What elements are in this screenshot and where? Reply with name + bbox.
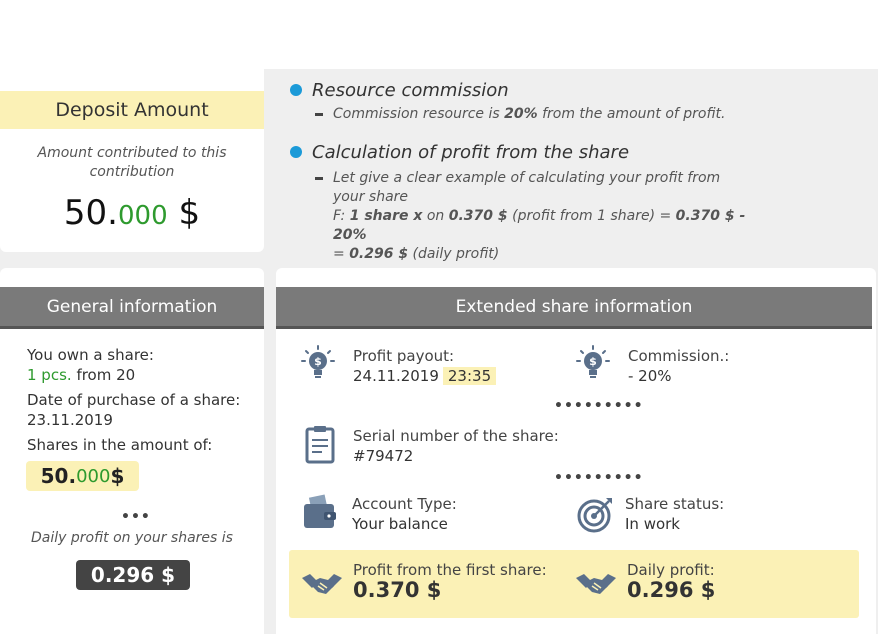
- calc-mid: (profit from 1 share) =: [507, 208, 676, 224]
- bullet-icon: [290, 84, 302, 96]
- extended-info-header: Extended share information: [276, 287, 872, 329]
- target-icon: [577, 498, 612, 533]
- commission-heading: Resource commission: [290, 78, 810, 102]
- shares-amount-dec: 000: [76, 465, 111, 487]
- commission-text-suffix: from the amount of profit.: [537, 106, 726, 122]
- daily-profit-field-label: Daily profit:: [627, 561, 715, 579]
- status-value: In work: [625, 515, 680, 533]
- shares-amount-int: 50.: [40, 464, 77, 488]
- commission-info: Resource commission Commission resource …: [290, 78, 810, 264]
- profit-band: [289, 550, 859, 618]
- general-info-body: You own a share: 1 pcs. from 20 Date of …: [27, 345, 252, 455]
- account-field: Account Type: Your balance: [352, 494, 457, 534]
- serial-field: Serial number of the share: #79472: [353, 426, 559, 466]
- lightbulb-dollar-icon: $: [301, 345, 335, 378]
- handshake-icon: [576, 574, 616, 594]
- payout-label: Profit payout:: [353, 347, 455, 365]
- dash-icon: [315, 113, 323, 116]
- payout-value: 24.11.2019 23:35: [353, 366, 497, 386]
- general-info-card: General information You own a share: 1 p…: [0, 268, 264, 634]
- commission-field: Commission.: - 20%: [628, 346, 729, 386]
- commission-label: Commission.:: [628, 347, 730, 365]
- shares-amount-currency: $: [110, 464, 125, 488]
- calc-share: 1 share x: [349, 208, 423, 224]
- calc-daily-label: (daily profit): [408, 246, 500, 262]
- extended-info-card: Extended share information $ Profit payo…: [276, 268, 876, 634]
- payout-time: 23:35: [442, 367, 497, 385]
- general-info-header: General information: [0, 287, 264, 329]
- calculation-title: Calculation of profit from the share: [312, 141, 630, 163]
- lightbulb-dollar-icon: $: [576, 345, 610, 378]
- separator-dots: •••••••••: [554, 470, 644, 486]
- deposit-subtitle: Amount contributed to this contribution: [37, 145, 227, 180]
- own-value: 1 pcs. from 20: [27, 365, 252, 385]
- separator-dots: •••••••••: [554, 398, 644, 414]
- daily-profit-label: Daily profit on your shares is: [31, 530, 233, 546]
- deposit-amount-dec: 000: [117, 201, 168, 231]
- deposit-title: Deposit Amount: [0, 91, 264, 129]
- calc-on: on: [422, 208, 449, 224]
- own-from: from 20: [71, 366, 136, 384]
- calc-result: 0.370 $ - 20%: [333, 208, 746, 243]
- daily-profit-badge: 0.296 $: [76, 560, 190, 590]
- commission-text: Commission resource is 20% from the amou…: [315, 105, 810, 124]
- calculation-heading: Calculation of profit from the share: [290, 140, 810, 164]
- first-profit-value: 0.370 $: [353, 578, 442, 602]
- calc-value: 0.370 $: [448, 208, 508, 224]
- first-profit-field: Profit from the first share: 0.370 $: [353, 560, 547, 602]
- status-label: Share status:: [625, 495, 725, 513]
- own-count: 1 pcs.: [27, 366, 72, 384]
- commission-title: Resource commission: [312, 79, 509, 101]
- bullet-icon: [290, 146, 302, 158]
- amount-label: Shares in the amount of:: [27, 436, 213, 454]
- handshake-icon: [302, 574, 342, 594]
- date-label: Date of purchase of a share:: [27, 391, 241, 409]
- shares-amount-badge: 50. 000 $: [26, 461, 139, 491]
- calculation-line1: Let give a clear example of calculating …: [333, 170, 721, 205]
- serial-label: Serial number of the share:: [353, 427, 559, 445]
- calculation-text: Let give a clear example of calculating …: [315, 169, 755, 264]
- deposit-currency: $: [178, 193, 201, 233]
- daily-profit-field: Daily profit: 0.296 $: [627, 560, 716, 602]
- calc-f: F:: [333, 208, 350, 224]
- account-value: Your balance: [352, 515, 448, 533]
- svg-text:$: $: [589, 355, 597, 368]
- separator-dots: •••: [121, 509, 151, 525]
- wallet-icon: [304, 494, 336, 528]
- date-value: 23.11.2019: [27, 411, 113, 429]
- calc-eq: =: [333, 246, 350, 262]
- payout-date: 24.11.2019: [353, 367, 439, 385]
- payout-field: Profit payout: 24.11.2019 23:35: [353, 346, 497, 386]
- status-field: Share status: In work: [625, 494, 724, 534]
- daily-profit-field-value: 0.296 $: [627, 578, 716, 602]
- clipboard-icon: [305, 426, 335, 464]
- calc-daily: 0.296 $: [349, 246, 409, 262]
- commission-percent: 20%: [504, 106, 538, 122]
- own-label: You own a share:: [27, 346, 154, 364]
- first-profit-label: Profit from the first share:: [353, 561, 547, 579]
- serial-value: #79472: [353, 447, 414, 465]
- account-label: Account Type:: [352, 495, 457, 513]
- deposit-card: Deposit Amount Amount contributed to thi…: [0, 69, 264, 252]
- svg-text:$: $: [314, 355, 322, 368]
- dash-icon: [315, 177, 323, 180]
- commission-text-prefix: Commission resource is: [333, 106, 505, 122]
- commission-value: - 20%: [628, 367, 672, 385]
- deposit-amount-int: 50.: [63, 193, 118, 233]
- deposit-amount: 50.000 $: [0, 193, 264, 233]
